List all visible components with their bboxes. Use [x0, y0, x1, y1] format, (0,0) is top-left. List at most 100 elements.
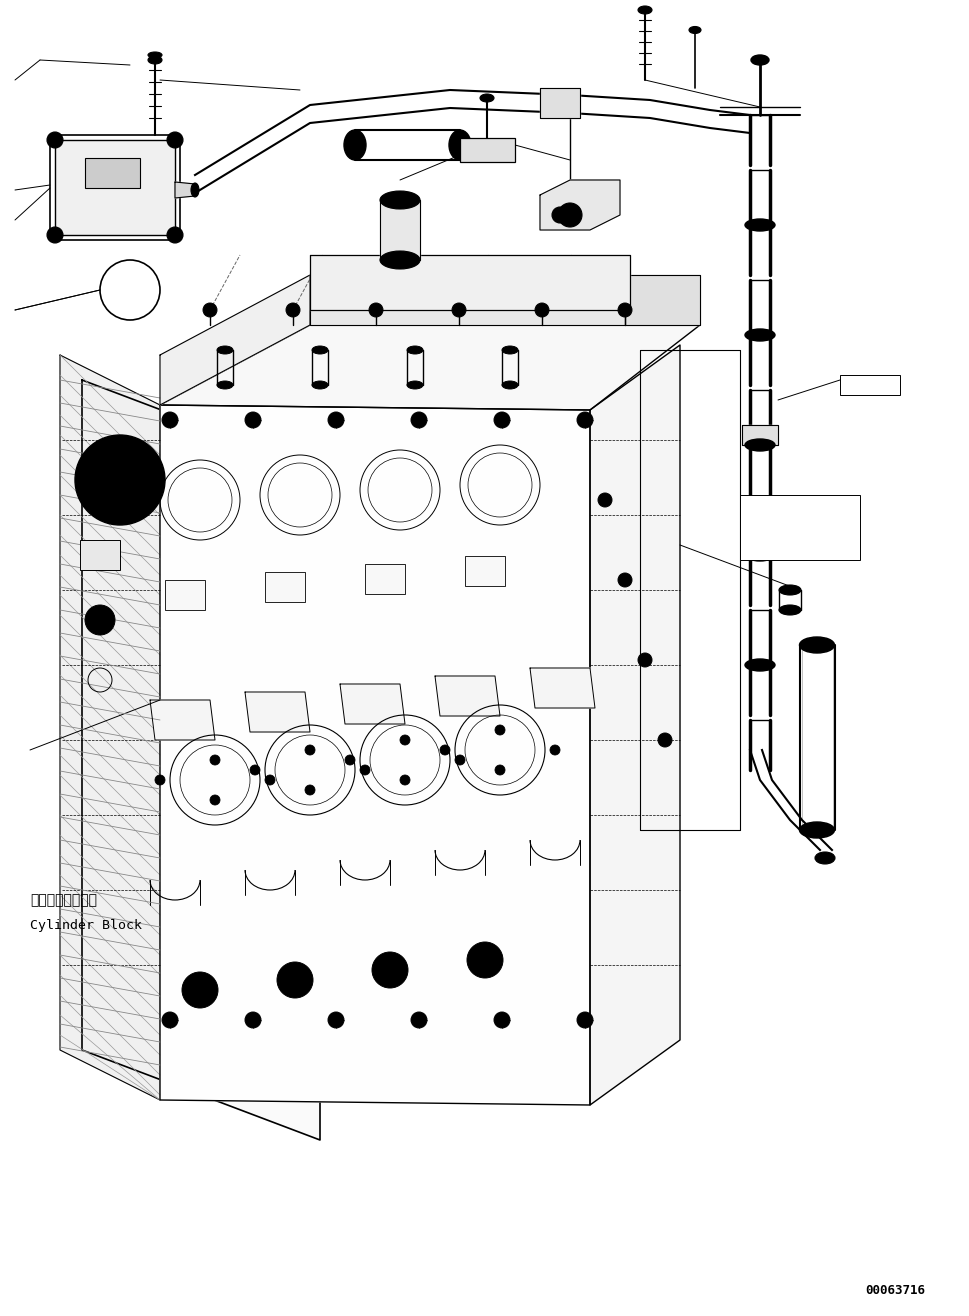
- Ellipse shape: [799, 822, 834, 838]
- Ellipse shape: [380, 251, 420, 268]
- Bar: [265, 572, 305, 601]
- Polygon shape: [245, 692, 310, 732]
- Ellipse shape: [312, 382, 328, 390]
- Circle shape: [47, 226, 63, 243]
- Circle shape: [452, 303, 466, 317]
- Ellipse shape: [799, 637, 834, 653]
- Circle shape: [440, 745, 450, 755]
- Ellipse shape: [745, 329, 775, 341]
- Circle shape: [550, 745, 560, 755]
- Bar: [740, 495, 860, 561]
- Circle shape: [182, 973, 218, 1008]
- Circle shape: [328, 1012, 344, 1028]
- Circle shape: [162, 1012, 178, 1028]
- Polygon shape: [380, 200, 420, 261]
- Circle shape: [360, 765, 370, 775]
- Circle shape: [618, 303, 632, 317]
- Text: Cylinder Block: Cylinder Block: [30, 919, 142, 932]
- Ellipse shape: [638, 7, 652, 14]
- Ellipse shape: [745, 218, 775, 232]
- Bar: [460, 138, 515, 162]
- Circle shape: [411, 1012, 427, 1028]
- Circle shape: [467, 942, 503, 978]
- Circle shape: [167, 226, 183, 243]
- Circle shape: [658, 733, 672, 747]
- Circle shape: [369, 303, 383, 317]
- Circle shape: [210, 795, 220, 805]
- Ellipse shape: [480, 93, 494, 103]
- Circle shape: [286, 303, 300, 317]
- Circle shape: [203, 303, 217, 317]
- Text: 00063716: 00063716: [865, 1283, 925, 1296]
- Ellipse shape: [191, 183, 199, 197]
- Circle shape: [210, 755, 220, 765]
- Polygon shape: [530, 669, 595, 708]
- Circle shape: [400, 775, 410, 786]
- Ellipse shape: [407, 346, 423, 354]
- Polygon shape: [590, 345, 680, 1105]
- Polygon shape: [150, 700, 215, 740]
- Circle shape: [245, 412, 261, 428]
- Circle shape: [245, 1012, 261, 1028]
- Circle shape: [265, 775, 275, 786]
- Bar: [80, 540, 120, 570]
- Ellipse shape: [148, 57, 162, 64]
- Bar: [465, 555, 505, 586]
- Polygon shape: [742, 425, 778, 445]
- Ellipse shape: [312, 346, 328, 354]
- Circle shape: [577, 412, 593, 428]
- Circle shape: [598, 494, 612, 507]
- Ellipse shape: [779, 605, 801, 615]
- Circle shape: [577, 1012, 593, 1028]
- Circle shape: [558, 203, 582, 226]
- Ellipse shape: [779, 586, 801, 595]
- Text: シリンダブロック: シリンダブロック: [30, 894, 97, 907]
- Circle shape: [85, 605, 115, 636]
- Ellipse shape: [449, 130, 471, 161]
- Ellipse shape: [751, 55, 769, 64]
- Circle shape: [250, 765, 260, 775]
- Circle shape: [162, 412, 178, 428]
- Polygon shape: [340, 684, 405, 724]
- Polygon shape: [310, 255, 630, 311]
- Circle shape: [305, 745, 315, 755]
- Ellipse shape: [815, 851, 835, 865]
- Polygon shape: [540, 88, 580, 118]
- Ellipse shape: [689, 26, 701, 33]
- Ellipse shape: [217, 346, 233, 354]
- Bar: [840, 375, 900, 395]
- Polygon shape: [175, 182, 195, 197]
- Circle shape: [495, 725, 505, 736]
- Polygon shape: [160, 325, 700, 411]
- Circle shape: [400, 736, 410, 745]
- Circle shape: [47, 132, 63, 147]
- Bar: [85, 158, 140, 188]
- Ellipse shape: [407, 382, 423, 390]
- Circle shape: [167, 132, 183, 147]
- Ellipse shape: [502, 382, 518, 390]
- Circle shape: [494, 1012, 510, 1028]
- Ellipse shape: [745, 549, 775, 561]
- Circle shape: [494, 412, 510, 428]
- Polygon shape: [160, 405, 590, 1105]
- Polygon shape: [625, 275, 700, 325]
- Polygon shape: [82, 380, 320, 1140]
- Circle shape: [328, 412, 344, 428]
- Polygon shape: [310, 275, 625, 325]
- Ellipse shape: [380, 191, 420, 209]
- Polygon shape: [60, 355, 160, 1100]
- Ellipse shape: [148, 53, 162, 58]
- Ellipse shape: [217, 382, 233, 390]
- Polygon shape: [55, 139, 175, 236]
- Circle shape: [305, 786, 315, 795]
- Bar: [165, 580, 205, 611]
- Polygon shape: [540, 180, 620, 230]
- Circle shape: [618, 572, 632, 587]
- Circle shape: [345, 755, 355, 765]
- Polygon shape: [160, 275, 310, 405]
- Circle shape: [455, 755, 465, 765]
- Circle shape: [411, 412, 427, 428]
- Circle shape: [495, 765, 505, 775]
- Ellipse shape: [502, 346, 518, 354]
- Ellipse shape: [745, 440, 775, 451]
